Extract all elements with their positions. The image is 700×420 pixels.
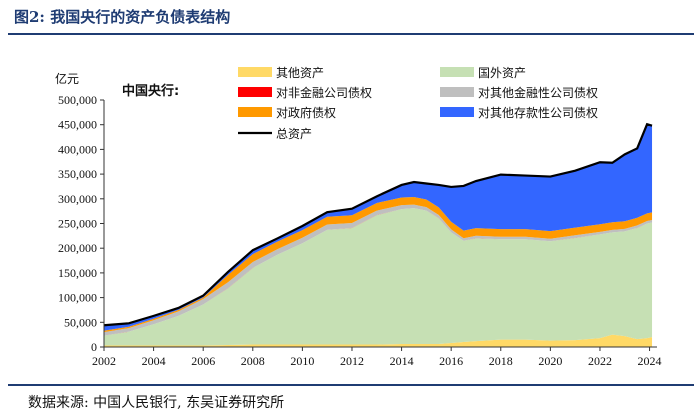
y-tick-label: 450,000	[58, 118, 97, 132]
area-series-2	[104, 208, 653, 346]
x-tick-label: 2002	[92, 354, 116, 368]
legend-swatch-3	[238, 87, 272, 97]
area-series-4	[104, 204, 653, 336]
source-note: 数据来源: 中国人民银行, 东吴证券研究所	[28, 395, 285, 411]
x-tick-label: 2008	[241, 354, 265, 368]
legend-label-2: 国外资产	[478, 66, 526, 80]
legend-label-3: 对非金融公司债权	[276, 85, 372, 100]
figure-title: 图2: 我国央行的资产负债表结构	[14, 8, 231, 26]
y-tick-label: 50,000	[64, 315, 97, 329]
y-tick-label: 350,000	[58, 167, 97, 181]
area-layers	[104, 124, 653, 347]
y-axis-label: 亿元	[55, 71, 79, 86]
x-tick-label: 2020	[538, 354, 562, 368]
area-series-1	[104, 334, 653, 347]
y-tick-label: 300,000	[58, 192, 97, 206]
area-series-5	[104, 197, 653, 333]
title-rule	[8, 33, 694, 35]
legend-swatch-2	[440, 67, 474, 77]
total-line-layer	[103, 122, 653, 327]
legend-label-1: 其他资产	[276, 66, 324, 80]
legend-title: 中国央行:	[122, 83, 179, 99]
x-tick-label: 2022	[588, 354, 612, 368]
bottom-rule	[8, 384, 694, 386]
legend-label-6: 对其他存款性公司债权	[478, 106, 598, 120]
x-tick-label: 2012	[340, 354, 364, 368]
total-assets-line	[103, 122, 653, 327]
y-tick-label: 0	[91, 340, 97, 354]
x-tick-label: 2010	[290, 354, 314, 368]
legend-swatch-6	[440, 107, 474, 117]
y-tick-label: 150,000	[58, 266, 97, 280]
chart: 0 50,000 100,000 150,000 200,000 250,000 300,0…	[55, 66, 662, 368]
x-tick-label: 2024	[638, 354, 662, 368]
y-tick-label: 200,000	[58, 241, 97, 255]
x-tick-label: 2006	[191, 354, 215, 368]
legend-swatch-4	[440, 87, 474, 97]
legend-label-5: 对政府债权	[276, 105, 336, 120]
x-tick-label: 2014	[390, 354, 414, 368]
y-tick-label: 400,000	[58, 142, 97, 156]
legend-label-4: 对其他金融性公司债权	[478, 85, 598, 100]
x-tick-label: 2018	[489, 354, 513, 368]
y-tick-label: 250,000	[58, 217, 97, 231]
y-tick-label: 100,000	[58, 291, 97, 305]
legend-swatch-5	[238, 107, 272, 117]
axes: 0 50,000 100,000 150,000 200,000 250,000 300,0…	[58, 93, 662, 368]
x-tick-label: 2016	[439, 354, 463, 368]
y-tick-label: 500,000	[58, 93, 97, 107]
legend-label-total: 总资产	[276, 127, 312, 141]
legend-swatch-1	[238, 67, 272, 77]
x-tick-label: 2004	[142, 354, 166, 368]
